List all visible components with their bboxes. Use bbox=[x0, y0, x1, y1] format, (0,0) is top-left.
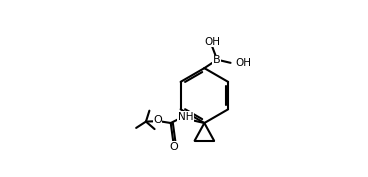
Text: OH: OH bbox=[204, 37, 220, 47]
Text: NH: NH bbox=[178, 112, 194, 122]
Text: B: B bbox=[213, 55, 220, 65]
Text: O: O bbox=[153, 115, 162, 125]
Text: OH: OH bbox=[236, 58, 252, 68]
Text: O: O bbox=[169, 142, 178, 152]
